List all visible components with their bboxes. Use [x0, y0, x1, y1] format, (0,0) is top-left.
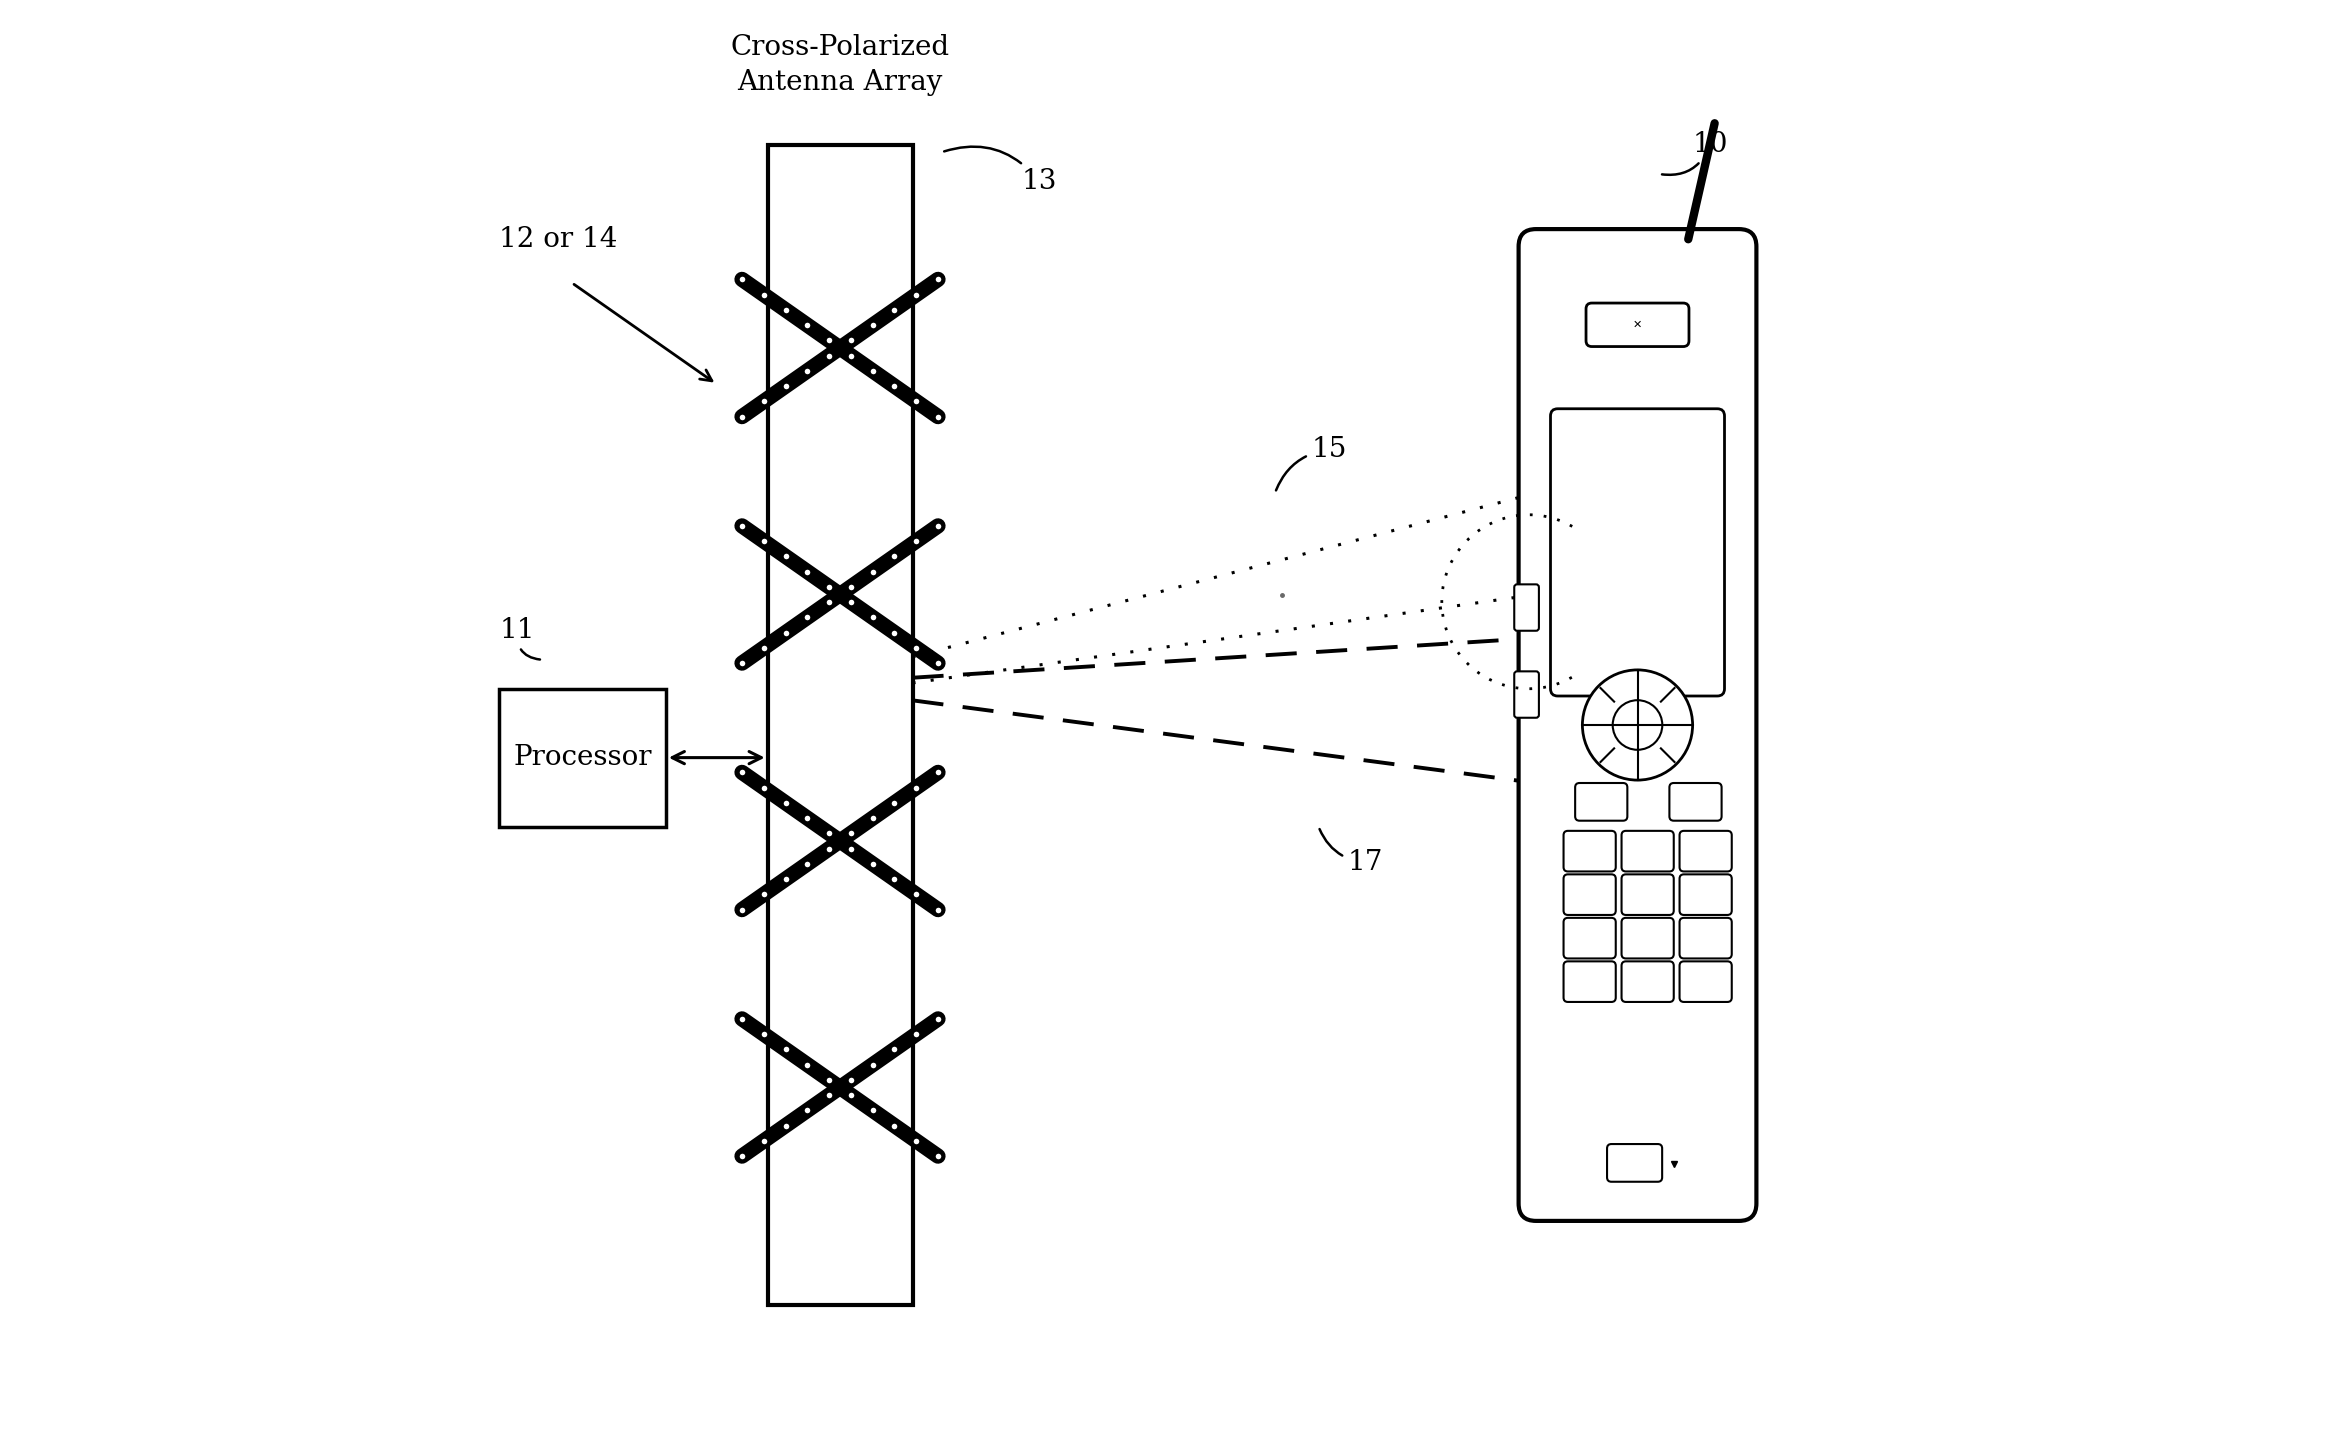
- FancyBboxPatch shape: [1519, 229, 1756, 1221]
- FancyBboxPatch shape: [1680, 831, 1732, 871]
- FancyBboxPatch shape: [1622, 874, 1673, 915]
- Circle shape: [1612, 700, 1662, 750]
- Text: Cross-Polarized
Antenna Array: Cross-Polarized Antenna Array: [730, 33, 951, 97]
- Text: 15: 15: [1277, 436, 1347, 490]
- Circle shape: [1582, 670, 1692, 780]
- FancyBboxPatch shape: [1575, 783, 1626, 821]
- FancyBboxPatch shape: [1669, 783, 1723, 821]
- Bar: [767, 145, 913, 1305]
- FancyBboxPatch shape: [1551, 409, 1725, 696]
- FancyBboxPatch shape: [1622, 961, 1673, 1002]
- FancyBboxPatch shape: [1514, 671, 1540, 718]
- FancyBboxPatch shape: [1563, 874, 1615, 915]
- Text: 11: 11: [500, 618, 540, 660]
- Text: 17: 17: [1319, 829, 1382, 876]
- FancyBboxPatch shape: [1514, 584, 1540, 631]
- FancyBboxPatch shape: [1622, 918, 1673, 958]
- Bar: [500, 689, 667, 826]
- FancyBboxPatch shape: [1587, 303, 1690, 347]
- FancyBboxPatch shape: [1563, 831, 1615, 871]
- FancyBboxPatch shape: [1622, 831, 1673, 871]
- FancyBboxPatch shape: [1680, 961, 1732, 1002]
- Text: 10: 10: [1662, 132, 1727, 175]
- FancyBboxPatch shape: [1680, 918, 1732, 958]
- Text: 13: 13: [943, 146, 1056, 194]
- FancyBboxPatch shape: [1608, 1144, 1662, 1182]
- Text: 12 or 14: 12 or 14: [500, 226, 617, 252]
- FancyBboxPatch shape: [1680, 874, 1732, 915]
- FancyBboxPatch shape: [1563, 918, 1615, 958]
- Text: Processor: Processor: [514, 744, 652, 771]
- Text: ✕: ✕: [1634, 320, 1643, 329]
- FancyBboxPatch shape: [1563, 961, 1615, 1002]
